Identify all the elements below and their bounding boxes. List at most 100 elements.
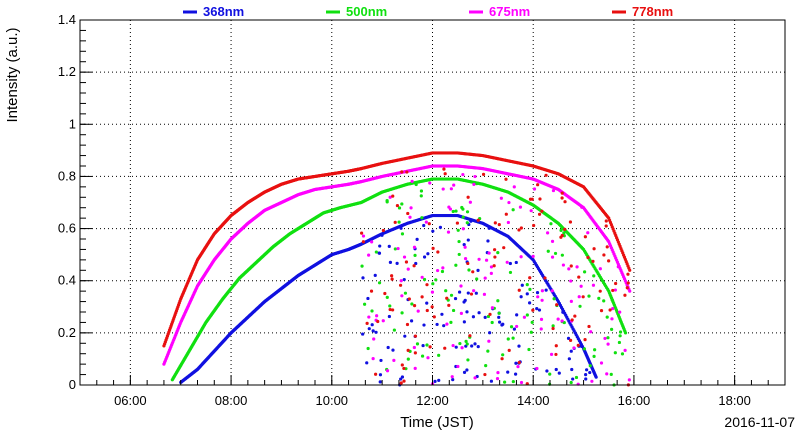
data-point xyxy=(449,320,453,324)
data-point xyxy=(613,351,617,355)
data-point xyxy=(427,222,431,226)
data-point xyxy=(412,245,417,249)
y-tick-label: 0.4 xyxy=(58,273,76,288)
data-point xyxy=(447,303,451,307)
data-point xyxy=(546,231,550,235)
data-point xyxy=(537,308,542,312)
data-point xyxy=(422,323,426,327)
data-point xyxy=(402,366,406,371)
data-point xyxy=(625,286,629,290)
x-axis-label: Time (JST) xyxy=(400,414,474,431)
axes: 06:00 08:00 10:00 12:00 14:00 16:00 18:00 0 0.2 0… xyxy=(58,12,786,408)
data-point xyxy=(560,233,564,238)
data-point xyxy=(397,220,401,224)
data-point xyxy=(461,227,465,231)
data-point xyxy=(437,353,441,357)
data-point xyxy=(605,315,609,319)
data-point xyxy=(597,296,601,300)
data-point xyxy=(419,194,423,198)
data-point xyxy=(483,276,487,280)
legend-item: 500nm xyxy=(326,4,387,19)
data-point xyxy=(428,181,432,185)
legend-label: 368nm xyxy=(203,4,244,19)
data-point xyxy=(466,291,470,295)
data-point xyxy=(412,345,416,350)
data-point xyxy=(591,283,596,287)
data-point xyxy=(400,170,404,174)
data-point xyxy=(451,377,455,382)
date-label: 2016-11-07 xyxy=(724,414,795,430)
data-point xyxy=(465,210,470,214)
data-point xyxy=(424,220,428,224)
data-point xyxy=(391,308,395,312)
data-point xyxy=(554,367,558,372)
data-point xyxy=(584,373,588,377)
data-point xyxy=(403,334,407,338)
data-point xyxy=(462,300,466,304)
data-point xyxy=(551,326,555,331)
data-point xyxy=(461,215,465,219)
data-point xyxy=(604,219,608,223)
data-point xyxy=(588,370,592,375)
data-point xyxy=(469,292,474,296)
data-point xyxy=(483,315,487,319)
data-point xyxy=(465,368,469,372)
data-point xyxy=(425,343,429,347)
data-point xyxy=(507,200,511,205)
data-point xyxy=(370,240,374,244)
data-point xyxy=(420,216,424,220)
data-point xyxy=(406,211,410,216)
data-point xyxy=(484,258,489,262)
data-point xyxy=(415,342,420,346)
data-point xyxy=(486,349,490,353)
data-point xyxy=(487,226,491,230)
data-point xyxy=(447,205,451,209)
data-point xyxy=(400,311,404,315)
legend-item: 368nm xyxy=(183,4,244,19)
data-point xyxy=(544,173,548,177)
data-point xyxy=(375,314,379,318)
data-point xyxy=(377,251,381,255)
data-point xyxy=(628,289,632,293)
data-point xyxy=(545,369,549,373)
data-point xyxy=(610,298,614,302)
data-point xyxy=(517,344,521,348)
data-point xyxy=(549,352,554,356)
data-point xyxy=(503,380,507,384)
data-point xyxy=(440,269,445,274)
data-point xyxy=(580,344,584,349)
x-tick-label: 12:00 xyxy=(416,393,449,408)
data-point xyxy=(544,288,548,292)
data-point xyxy=(470,344,474,348)
grid-lines xyxy=(80,19,785,386)
data-point xyxy=(471,270,475,274)
data-point xyxy=(501,353,505,357)
y-tick-label: 0 xyxy=(69,377,76,392)
data-point xyxy=(438,225,443,229)
data-point xyxy=(515,313,519,317)
data-point xyxy=(396,246,400,251)
data-point xyxy=(452,183,456,187)
data-point xyxy=(623,348,627,352)
data-point xyxy=(442,167,446,171)
data-point xyxy=(475,182,479,186)
data-point xyxy=(574,375,579,380)
data-point xyxy=(455,221,459,225)
data-point xyxy=(613,288,617,292)
series-778nm xyxy=(162,151,632,387)
data-point xyxy=(483,372,487,377)
data-point xyxy=(361,234,366,238)
data-point xyxy=(519,380,524,385)
data-point xyxy=(560,253,564,257)
data-point xyxy=(488,331,492,335)
data-point xyxy=(391,348,395,352)
data-point xyxy=(540,209,544,213)
data-point xyxy=(591,259,595,263)
data-point xyxy=(528,287,532,291)
series-500nm xyxy=(170,177,628,387)
data-point xyxy=(517,288,521,292)
data-point xyxy=(393,247,397,251)
data-point xyxy=(569,349,573,353)
data-point xyxy=(399,381,403,385)
data-point xyxy=(400,202,404,206)
